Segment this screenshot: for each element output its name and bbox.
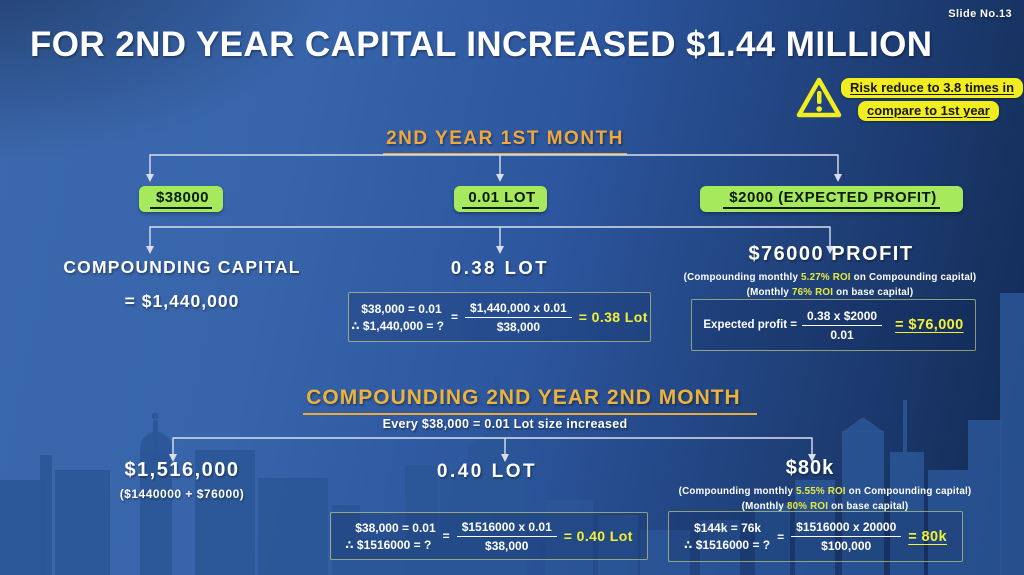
node-expected-profit: $2000 (EXPECTED PROFIT) (700, 186, 963, 212)
fraction-numerator: $1516000 x 20000 (791, 520, 902, 537)
formula-givens: $38,000 = 0.01 ∴ $1516000 = ? (345, 521, 435, 552)
tree3-connector (169, 437, 816, 462)
formula-given-1: $144k = 76k (694, 521, 762, 535)
equals-sign: = (777, 529, 785, 544)
fraction: $1516000 x 0.01 $38,000 (456, 520, 557, 553)
section1-heading: 2ND YEAR 1ST MONTH (355, 128, 655, 155)
profit2-note-2: (Monthly 80% ROI on base capital) (741, 500, 909, 512)
node-lot: 0.01 LOT (454, 186, 547, 212)
roi-highlight: 5.27% ROI (801, 272, 851, 283)
node-capital: $38000 (139, 186, 223, 212)
profit-title: $76000 PROFIT (748, 243, 914, 265)
roi-highlight: 5.55% ROI (796, 486, 846, 497)
fraction-numerator: 0.38 x $2000 (802, 309, 883, 326)
tree1-connector (146, 154, 842, 182)
capital2-value: $1,516,000 (124, 459, 240, 481)
profit2-formula-box: $144k = 76k ∴ $1516000 = ? = $1516000 x … (668, 511, 963, 562)
formula-given-2: ∴ $1516000 = ? (345, 537, 432, 552)
fraction-numerator: $1516000 x 0.01 (456, 520, 557, 537)
formula-given-1: $38,000 = 0.01 (355, 520, 436, 535)
fraction-denominator: $38,000 (496, 319, 541, 334)
fraction: $1516000 x 20000 $100,000 (791, 520, 902, 553)
fraction-numerator: $1,440,000 x 0.01 (465, 301, 572, 318)
expected-profit-formula-box: Expected profit = 0.38 x $2000 0.01 = $7… (691, 299, 976, 351)
formula-givens: $38,000 = 0.01 ∴ $1,440,000 = ? (351, 302, 444, 333)
lot-result-title: 0.38 LOT (450, 257, 550, 278)
formula-result: = 80k (908, 528, 947, 545)
profit-note-1: (Compounding monthly 5.27% ROI on Compou… (683, 272, 977, 283)
capital2-block: $1,516,000 ($1440000 + $76000) (58, 459, 306, 501)
lot2-title: 0.40 LOT (436, 461, 538, 482)
section2-heading: COMPOUNDING 2ND YEAR 2ND MONTH (280, 386, 780, 415)
roi-highlight: 80% ROI (787, 500, 829, 512)
warning-triangle-icon (796, 77, 842, 118)
equals-sign: = (442, 529, 450, 543)
formula-label: Expected profit = (703, 319, 798, 331)
compounding-capital-label: COMPOUNDING CAPITAL (63, 257, 301, 277)
page-title: FOR 2ND YEAR CAPITAL INCREASED $1.44 MIL… (30, 25, 933, 64)
fraction-denominator: 0.01 (830, 327, 854, 342)
capital2-breakdown: ($1440000 + $76000) (119, 487, 245, 501)
formula-given-1: $38,000 = 0.01 (361, 301, 442, 316)
fraction: $1,440,000 x 0.01 $38,000 (465, 301, 572, 334)
fraction: 0.38 x $2000 0.01 (802, 309, 883, 342)
fraction-denominator: $100,000 (821, 539, 872, 553)
formula-result: = 0.38 Lot (578, 309, 648, 325)
formula-givens: $144k = 76k ∴ $1516000 = ? (684, 521, 770, 552)
roi-highlight: 76% ROI (792, 286, 834, 298)
risk-note-line2: compare to 1st year (858, 101, 999, 121)
formula-result: = $76,000 (895, 317, 964, 333)
lot2-formula-box: $38,000 = 0.01 ∴ $1516000 = ? = $1516000… (330, 512, 648, 560)
compounding-capital-value: = $1,440,000 (124, 291, 240, 311)
slide-number: Slide No.13 (948, 8, 1012, 20)
lot-formula-box: $38,000 = 0.01 ∴ $1,440,000 = ? = $1,440… (348, 292, 651, 342)
profit2-notes: (Compounding monthly 5.55% ROI on Compou… (655, 485, 995, 514)
risk-note-line1: Risk reduce to 3.8 times in (841, 78, 1024, 98)
formula-result: = 0.40 Lot (563, 528, 633, 544)
profit-notes: (Compounding monthly 5.27% ROI on Compou… (665, 271, 995, 300)
profit2-note-1: (Compounding monthly 5.55% ROI on Compou… (678, 486, 972, 497)
fraction-denominator: $38,000 (485, 538, 529, 553)
formula-given-2: ∴ $1516000 = ? (684, 538, 771, 552)
compounding-capital-block: COMPOUNDING CAPITAL = $1,440,000 (40, 257, 324, 312)
section2-subtitle: Every $38,000 = 0.01 Lot size increased (382, 417, 628, 431)
formula-given-2: ∴ $1,440,000 = ? (351, 318, 444, 333)
profit2-title: $80k (785, 457, 835, 479)
tree2-connector (146, 226, 834, 254)
profit-note-2: (Monthly 76% ROI on base capital) (746, 286, 914, 298)
equals-sign: = (451, 310, 459, 324)
